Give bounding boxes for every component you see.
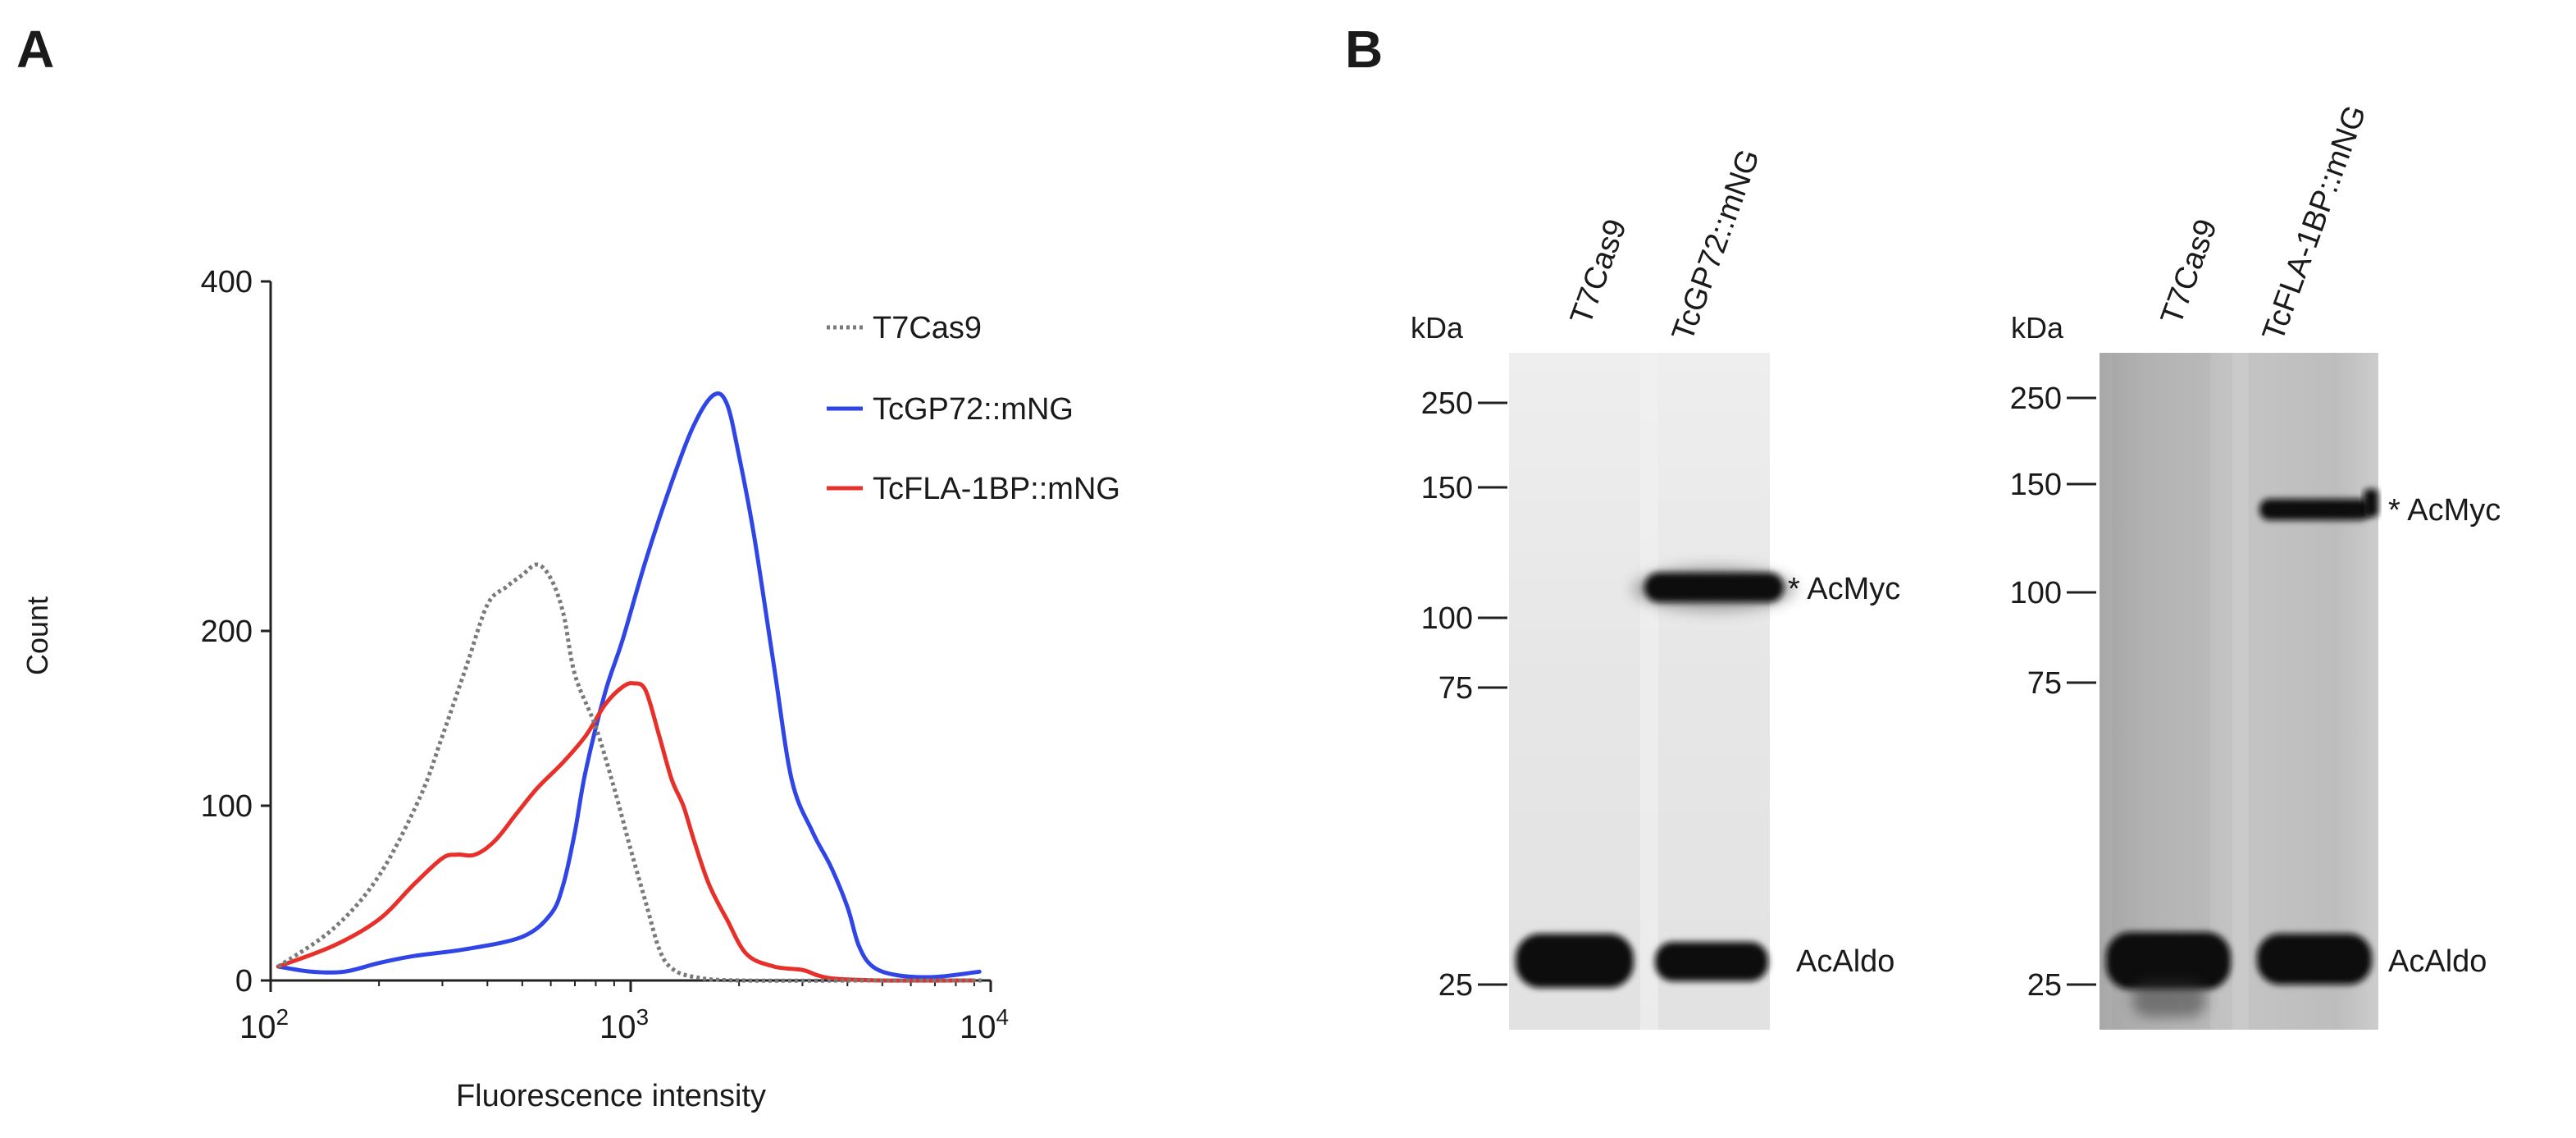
marker-label: 75 [2027,666,2062,701]
x-tick-label: 103 [600,1004,649,1045]
blot-right-marker-ladder: 250 150 100 75 25 [2010,382,2096,1003]
blot-left-lane-gap [1640,353,1658,1030]
blot-left-band-label-acmyc: * AcMyc [1788,572,1900,606]
blot-left-membrane [1509,353,1770,1030]
chart-series [276,391,983,983]
y-axis-label: Count [21,596,54,675]
blot-right-lane-gap [2232,353,2249,1030]
legend-label-1: TcGP72::mNG [873,392,1074,427]
marker-label: 100 [1421,601,1473,636]
marker-label: 25 [2027,968,2062,1003]
blot-left-kda-label: kDa [1411,311,1464,345]
y-tick-labels: 0 100 200 400 [201,265,253,999]
blot-right-smear [2112,353,2210,1030]
band-acaldo-left-lane1 [1516,934,1634,988]
band-acaldo-right-lane1 [2106,932,2231,989]
chart-axes [261,280,992,992]
marker-label: 75 [1438,671,1473,706]
blot-right-band-label-acmyc: * AcMyc [2388,493,2501,528]
blot-left-band-label-acaldo: AcAldo [1796,944,1894,979]
y-tick-label: 0 [235,964,253,999]
marker-label: 150 [1421,471,1473,505]
histogram-chart: 102 103 104 0 100 200 400 Count Fluorescence … [21,265,1120,1113]
blot-left-marker-ladder: 250 150 100 75 25 [1421,386,1507,1003]
marker-label: 100 [2010,576,2062,610]
marker-label: 25 [1438,968,1473,1003]
x-tick-label: 104 [960,1004,1009,1045]
band-acmyc-right-lane2 [2259,499,2370,520]
x-tick-label: 102 [239,1004,289,1045]
panel-label-a: A [16,20,54,79]
band-acaldo-left-lane2 [1655,942,1768,981]
y-tick-label: 200 [201,615,253,649]
blot-right-band-label-acaldo: AcAldo [2388,944,2487,979]
band-acaldo-right-lane2 [2257,934,2372,985]
x-axis-label: Fluorescence intensity [456,1079,766,1113]
panel-label-b: B [1345,20,1383,79]
legend-label-0: T7Cas9 [873,311,982,345]
y-tick-label: 100 [201,789,253,824]
band-acaldo-right-lane1-tail [2132,980,2206,1017]
band-acmyc-right-edge [2364,489,2378,517]
blot-left-lane-label-2: TcGP72::mNG [1666,145,1767,346]
marker-label: 150 [2010,468,2062,502]
blot-right-lane-label-1: T7Cas9 [2154,215,2224,329]
x-tick-labels: 102 103 104 [239,1004,1009,1045]
series-line-2 [276,681,977,983]
blot-right-kda-label: kDa [2011,311,2064,345]
marker-label: 250 [1421,386,1473,421]
band-acmyc-left-lane2 [1644,573,1784,602]
marker-label: 250 [2010,382,2062,416]
series-line-0 [276,562,983,983]
legend-label-2: TcFLA-1BP::mNG [873,472,1120,506]
y-tick-label: 400 [201,265,253,299]
blot-left-lane-label-1: T7Cas9 [1564,215,1634,329]
series-line-1 [276,391,982,980]
blot-right-lane-label-2: TcFLA-1BP::mNG [2256,101,2373,345]
